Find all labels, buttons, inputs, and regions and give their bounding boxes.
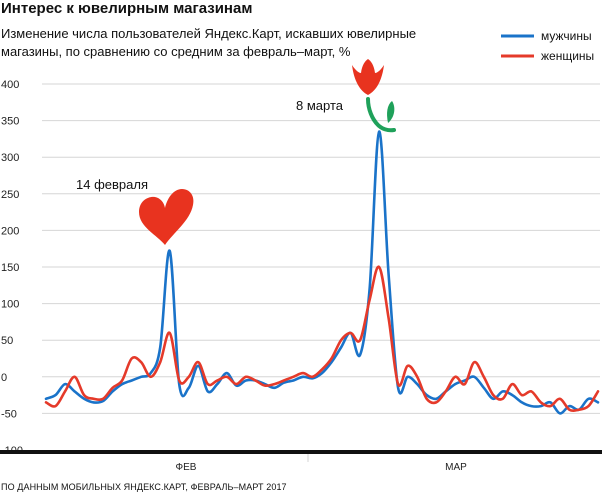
annotation-feb14: 14 февраля (76, 177, 148, 192)
legend: мужчины женщины (501, 29, 594, 63)
y-tick-label: 300 (1, 152, 19, 164)
y-tick-label: 400 (1, 79, 19, 91)
y-tick-label: 250 (1, 189, 19, 201)
y-tick-label: 50 (1, 335, 13, 347)
annotations: 14 февраля 8 марта (76, 98, 344, 192)
tulip-flower (352, 59, 384, 95)
annotation-mar8: 8 марта (296, 98, 344, 113)
gridlines (42, 83, 600, 414)
heart-shape (139, 189, 194, 245)
tulip-leaf (387, 101, 395, 123)
y-tick-label: 350 (1, 116, 19, 128)
series-lines (44, 130, 600, 415)
tulip-stem (366, 97, 396, 133)
y-tick-label: 100 (1, 299, 19, 311)
y-tick-label: -50 (1, 408, 17, 420)
tulip-icon (352, 59, 396, 133)
source-note: ПО ДАННЫМ МОБИЛЬНЫХ ЯНДЕКС.КАРТ, ФЕВРАЛЬ… (1, 482, 287, 492)
chart-title: Интерес к ювелирным магазинам (1, 0, 253, 17)
legend-label-women: женщины (541, 49, 594, 63)
series-line-men (44, 130, 600, 415)
y-tick-label: 200 (1, 225, 19, 237)
x-axis: ФЕВ МАР (0, 450, 602, 473)
decorations (139, 59, 396, 245)
series-line-women (44, 265, 600, 413)
chart-subtitle: Изменение числа пользователей Яндекс.Кар… (1, 26, 417, 59)
x-tick-label: ФЕВ (176, 462, 197, 473)
x-tick-label: МАР (445, 462, 467, 473)
y-tick-label: 0 (1, 372, 7, 384)
y-tick-label: 150 (1, 262, 19, 274)
legend-label-men: мужчины (541, 29, 592, 43)
heart-icon (139, 189, 194, 245)
